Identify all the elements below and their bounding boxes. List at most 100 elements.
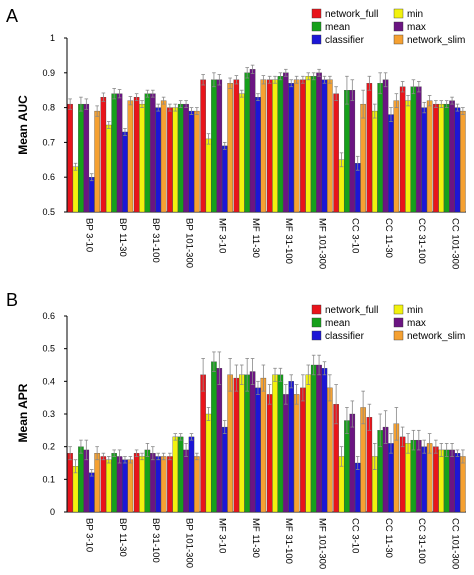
bar-network_full xyxy=(266,394,273,513)
x-tick-label: CC 101-300 xyxy=(449,218,460,269)
bar-mean xyxy=(310,76,317,213)
bar-classifier xyxy=(221,426,228,513)
bar-network_full xyxy=(433,446,439,513)
bar-mean xyxy=(410,86,417,213)
y-tick-label: 0.1 xyxy=(42,474,55,484)
y-tick-label: 0.7 xyxy=(42,137,55,147)
bar-network_slim xyxy=(260,377,267,513)
bar-network_slim xyxy=(160,456,167,513)
bar-classifier xyxy=(288,381,294,513)
bar-min xyxy=(272,79,278,213)
y-tick-label: 0.6 xyxy=(42,311,55,321)
bar-min xyxy=(338,159,345,213)
bar-network_slim xyxy=(194,456,200,513)
panel-b-letter: B xyxy=(6,290,18,310)
y-tick-label: 0.9 xyxy=(42,68,55,78)
bar-max xyxy=(216,368,223,513)
bar-network_slim xyxy=(293,79,300,213)
bar-mean xyxy=(244,374,250,513)
x-tick-label: BP 3-10 xyxy=(84,518,95,552)
bar-mean xyxy=(277,374,284,513)
bar-max xyxy=(416,86,422,213)
bar-network_full xyxy=(266,79,273,213)
panel-a-y-axis-label: Mean AUC xyxy=(16,95,30,155)
bar-classifier xyxy=(321,368,328,513)
legend-swatch-max xyxy=(393,21,404,32)
bar-network_full xyxy=(366,417,373,513)
bar-mean xyxy=(111,453,117,513)
bar-network_full xyxy=(200,374,206,513)
bar-min xyxy=(139,456,145,513)
x-tick-label: BP 101-300 xyxy=(183,518,194,568)
legend-label-max: max xyxy=(407,318,426,329)
bar-mean xyxy=(377,83,383,213)
bar-mean xyxy=(177,103,184,213)
bar-mean xyxy=(277,76,284,213)
bar-network_full xyxy=(399,436,406,513)
bar-min xyxy=(139,103,145,213)
x-tick-label: MF 3-10 xyxy=(217,218,228,253)
bar-classifier xyxy=(321,79,328,213)
bar-classifier xyxy=(188,110,195,213)
bar-max xyxy=(283,72,289,213)
bar-classifier xyxy=(421,446,427,513)
bar-network_full xyxy=(133,97,140,213)
bar-mean xyxy=(78,103,84,213)
legend-swatch-network_slim xyxy=(393,34,404,45)
bar-min xyxy=(305,374,312,513)
bar-max xyxy=(283,394,289,513)
legend-label-network_slim: network_slim xyxy=(407,331,465,342)
bar-mean xyxy=(344,420,350,513)
bar-network_full xyxy=(233,79,240,213)
bar-min xyxy=(72,166,79,213)
bar-network_full xyxy=(100,97,107,213)
bar-network_full xyxy=(233,377,240,513)
y-tick-label: 0.6 xyxy=(42,172,55,182)
bar-min xyxy=(372,110,378,213)
x-tick-label: MF 3-10 xyxy=(217,518,228,553)
bar-min xyxy=(205,413,212,513)
legend-label-network_full: network_full xyxy=(325,9,378,20)
bar-network_full xyxy=(200,79,206,213)
bar-mean xyxy=(211,361,217,513)
legend-swatch-max xyxy=(393,317,404,328)
bar-classifier xyxy=(354,462,361,513)
x-tick-label: MF 101-300 xyxy=(316,518,327,569)
bar-classifier xyxy=(421,107,427,213)
panel-a-letter: A xyxy=(6,6,18,26)
bar-min xyxy=(272,374,278,513)
bar-max xyxy=(216,79,223,213)
bar-network_slim xyxy=(194,110,200,213)
bar-classifier xyxy=(288,83,294,213)
bar-network_full xyxy=(300,79,306,213)
x-tick-label: CC 3-10 xyxy=(350,518,361,553)
bar-classifier xyxy=(221,145,228,213)
bar-network_slim xyxy=(227,374,233,513)
bar-network_full xyxy=(67,453,73,513)
bar-max xyxy=(416,439,422,513)
legend-swatch-classifier xyxy=(311,330,322,341)
bar-mean xyxy=(78,446,84,513)
bar-classifier xyxy=(188,436,195,513)
x-tick-label: MF 31-100 xyxy=(283,218,294,264)
bar-min xyxy=(405,100,411,213)
bar-network_slim xyxy=(260,79,267,213)
bar-classifier xyxy=(255,387,261,513)
bar-min xyxy=(172,107,179,213)
x-tick-label: CC 11-30 xyxy=(383,518,394,558)
x-tick-label: MF 11-30 xyxy=(250,518,261,558)
x-tick-label: BP 11-30 xyxy=(117,518,128,557)
x-tick-label: MF 101-300 xyxy=(316,218,327,269)
legend-label-network_slim: network_slim xyxy=(407,35,465,46)
bar-classifier xyxy=(388,443,394,513)
legend-label-min: min xyxy=(407,9,423,20)
bar-classifier xyxy=(155,456,161,513)
x-tick-label: CC 31-100 xyxy=(416,518,427,564)
y-tick-label: 0.5 xyxy=(42,207,55,217)
y-tick-label: 0.2 xyxy=(42,442,55,452)
y-tick-label: 0 xyxy=(50,507,55,517)
bar-mean xyxy=(111,93,117,213)
bar-classifier xyxy=(122,459,128,513)
legend-swatch-classifier xyxy=(311,34,322,45)
